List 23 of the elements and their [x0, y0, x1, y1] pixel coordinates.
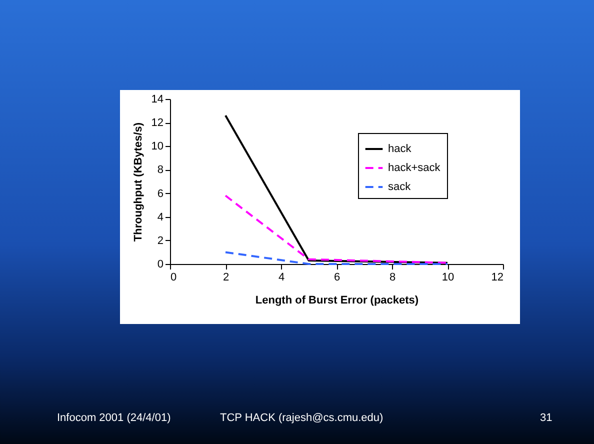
y-tick-label: 0 [157, 258, 164, 270]
legend-label: hack [388, 143, 412, 155]
text: 31 [540, 412, 552, 424]
y-tick-label: 12 [151, 117, 164, 130]
y-tick-label: 10 [151, 140, 164, 153]
x-tick-label: 0 [170, 272, 177, 284]
y-tick-label: 8 [157, 164, 164, 176]
x-axis-title: Length of Burst Error (packets) [255, 294, 419, 306]
x-tick-label: 8 [389, 272, 396, 284]
x-tick-label: 6 [334, 272, 340, 284]
x-tick-label: 4 [278, 272, 285, 284]
y-tick-label: 6 [157, 188, 164, 200]
x-tick-label: 10 [442, 272, 454, 284]
legend-label: sack [388, 181, 412, 193]
text: Infocom 2001 (24/4/01) [57, 412, 171, 424]
x-tick-label: 12 [491, 272, 504, 284]
y-tick-label: 4 [157, 211, 164, 224]
y-tick-label: 2 [157, 234, 164, 247]
y-axis-title: Throughput (KBytes/s) [132, 122, 144, 242]
x-tick-label: 2 [222, 272, 230, 284]
legend-label: hack+sack [388, 162, 441, 174]
y-tick-label: 14 [151, 94, 164, 106]
text: TCP HACK (rajesh@cs.cmu.edu) [220, 412, 384, 424]
